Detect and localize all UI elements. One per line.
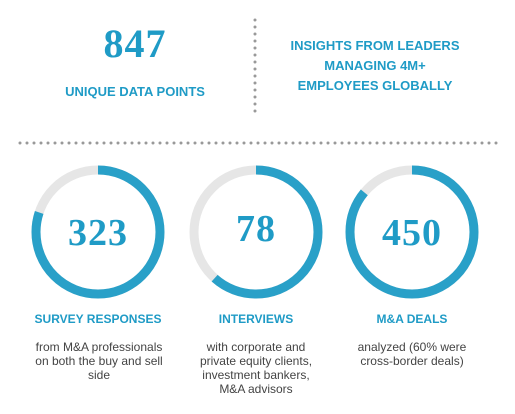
stat-value: 847 xyxy=(103,21,167,66)
item-title: M&A DEALS xyxy=(376,312,448,326)
item-value: 450 xyxy=(382,212,442,254)
item-title: SURVEY RESPONSES xyxy=(34,312,162,326)
insight: INSIGHTS FROM LEADERS MANAGING 4M+ EMPLO… xyxy=(290,38,460,93)
ring-arc xyxy=(189,165,323,299)
stat-label: UNIQUE DATA POINTS xyxy=(65,84,205,99)
item-title: INTERVIEWS xyxy=(218,312,294,326)
item-value: 78 xyxy=(236,208,276,250)
item-description: from M&A professionals on both the buy a… xyxy=(35,340,163,382)
ring-arc xyxy=(345,165,479,299)
item-value: 323 xyxy=(68,212,128,254)
item-description: analyzed (60% were cross-border deals) xyxy=(357,340,467,368)
ring-arc xyxy=(31,165,165,299)
item-description: with corporate and private equity client… xyxy=(199,340,313,396)
